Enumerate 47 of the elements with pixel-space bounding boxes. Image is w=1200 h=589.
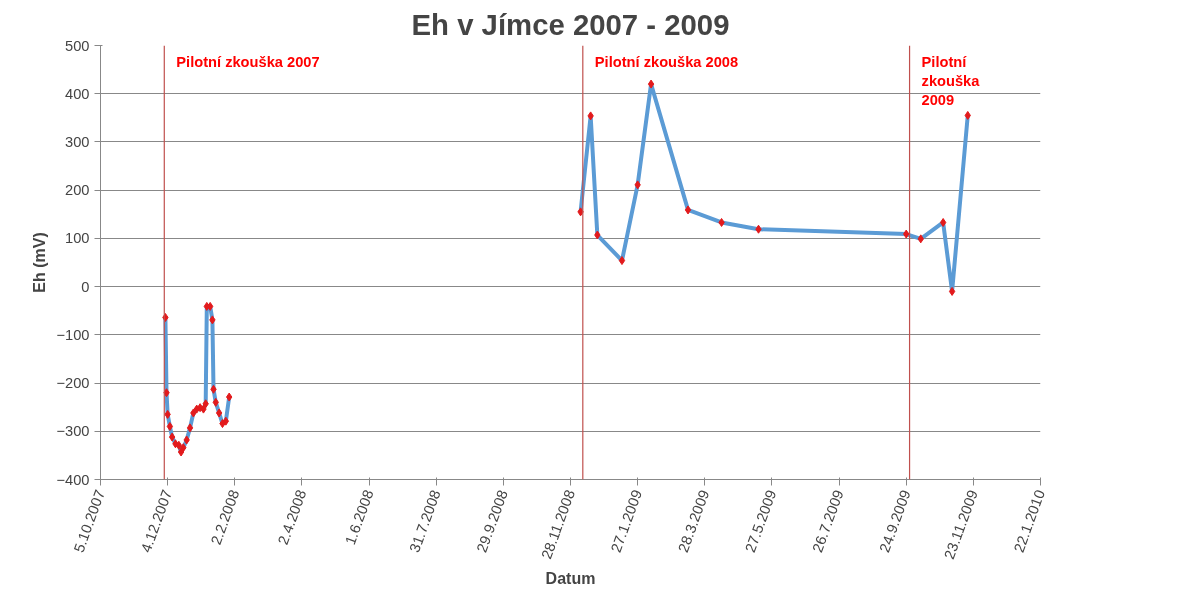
point [222, 416, 229, 426]
y-tick-label: −300 [56, 423, 90, 440]
point [939, 217, 947, 227]
point [164, 409, 171, 419]
x-axis-title: Datum [545, 569, 596, 587]
y-tick-label: 100 [65, 230, 90, 247]
y-axis-title: Eh (mV) [31, 232, 49, 293]
y-tick-label: 300 [65, 133, 90, 150]
point [917, 234, 924, 244]
ref-line-label: Pilotní zkouška 2008 [594, 53, 739, 70]
point [209, 315, 216, 325]
point [684, 205, 692, 215]
point [200, 404, 207, 414]
point [226, 392, 233, 402]
point [210, 384, 217, 394]
point [647, 79, 655, 89]
y-tick-label: 500 [65, 37, 90, 54]
point [948, 286, 956, 296]
chart-title: Eh v Jímce 2007 - 2009 [411, 7, 730, 41]
point [618, 256, 626, 266]
point [634, 180, 641, 190]
y-tick-label: −400 [56, 471, 90, 488]
point [183, 435, 190, 445]
point [212, 397, 219, 407]
y-tick-label: 0 [81, 278, 90, 295]
point [903, 229, 910, 239]
point [587, 111, 594, 121]
y-tick-label: −200 [56, 375, 90, 392]
y-tick-label: 200 [65, 182, 90, 199]
point [180, 443, 187, 453]
y-tick-label: 400 [65, 85, 90, 102]
point [163, 388, 170, 398]
point [718, 217, 725, 227]
point [577, 207, 584, 217]
point [594, 230, 601, 240]
ref-line-label: Pilotní zkouška 2009 [921, 53, 981, 108]
point [215, 408, 223, 418]
point [755, 224, 762, 234]
point [166, 421, 174, 431]
point [202, 399, 209, 409]
ref-line-label: Pilotní zkouška 2007 [176, 53, 320, 70]
y-tick-label: −100 [56, 326, 90, 343]
point [207, 301, 214, 311]
point [190, 408, 197, 418]
point [186, 423, 194, 433]
point [168, 432, 176, 442]
point [964, 110, 971, 120]
